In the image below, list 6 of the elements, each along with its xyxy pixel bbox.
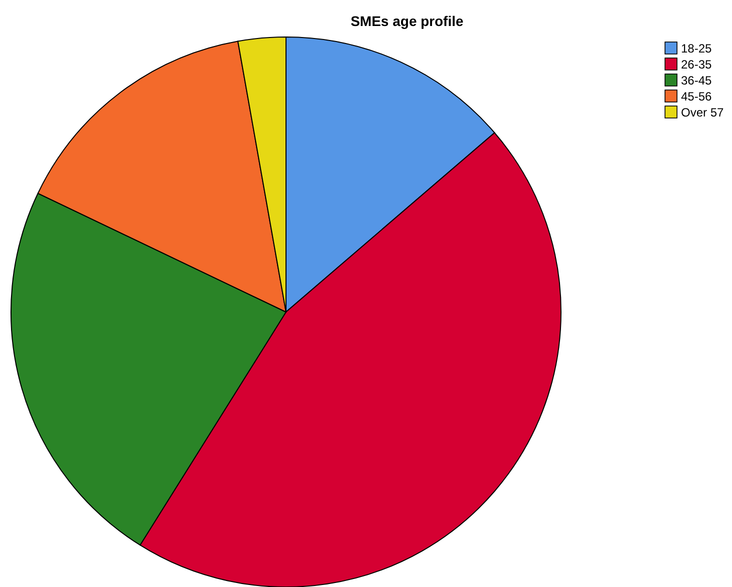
legend-label: 18-25 <box>681 42 712 56</box>
chart-title: SMEs age profile <box>350 13 464 29</box>
legend-label: Over 57 <box>681 106 724 120</box>
legend-label: 26-35 <box>681 58 712 72</box>
legend-label: 45-56 <box>681 90 712 104</box>
legend-label: 36-45 <box>681 74 712 88</box>
